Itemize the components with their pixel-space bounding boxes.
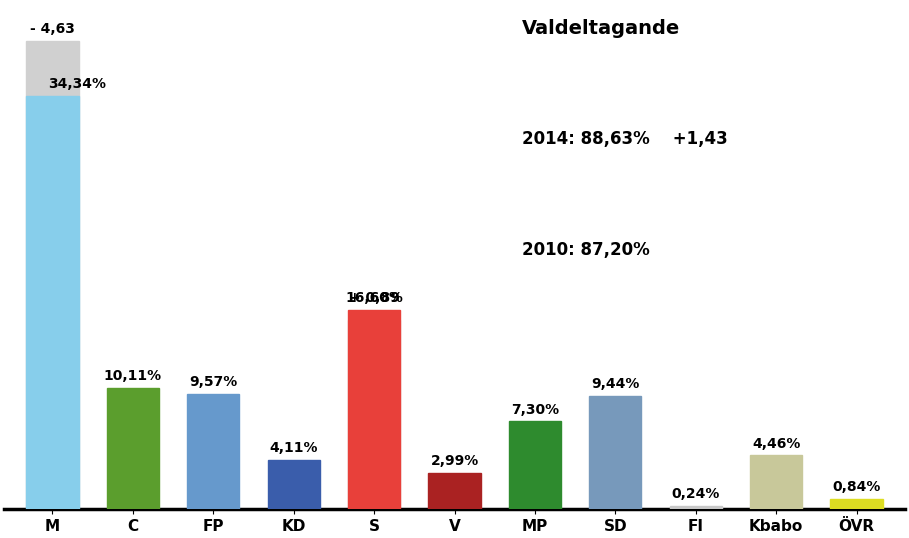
Bar [509, 421, 561, 509]
Bar [26, 96, 78, 509]
Bar [106, 387, 159, 509]
Bar [670, 506, 722, 509]
Bar [26, 40, 78, 509]
Bar [589, 395, 642, 509]
Text: 9,57%: 9,57% [189, 375, 237, 390]
Text: 4,46%: 4,46% [752, 437, 800, 451]
Text: - 4,63: - 4,63 [30, 22, 75, 36]
Text: 0,84%: 0,84% [833, 480, 881, 494]
Text: + 0,89: + 0,89 [349, 291, 399, 305]
Bar [187, 394, 239, 509]
Text: 10,11%: 10,11% [104, 369, 162, 383]
Text: 2010: 87,20%: 2010: 87,20% [522, 242, 650, 259]
Text: 4,11%: 4,11% [269, 441, 318, 455]
Text: 0,24%: 0,24% [672, 487, 720, 501]
Text: 2014: 88,63%    +1,43: 2014: 88,63% +1,43 [522, 130, 728, 148]
Text: 9,44%: 9,44% [591, 377, 640, 391]
Bar [267, 459, 320, 509]
Text: 34,34%: 34,34% [48, 77, 106, 91]
Bar [750, 456, 803, 509]
Bar [428, 473, 481, 509]
Text: 7,30%: 7,30% [511, 402, 559, 416]
Bar [348, 309, 400, 509]
Bar [831, 499, 883, 509]
Text: 2,99%: 2,99% [430, 455, 479, 469]
Text: Valdeltagande: Valdeltagande [522, 19, 680, 38]
Text: 16,60%: 16,60% [345, 291, 403, 305]
Bar [348, 320, 400, 509]
